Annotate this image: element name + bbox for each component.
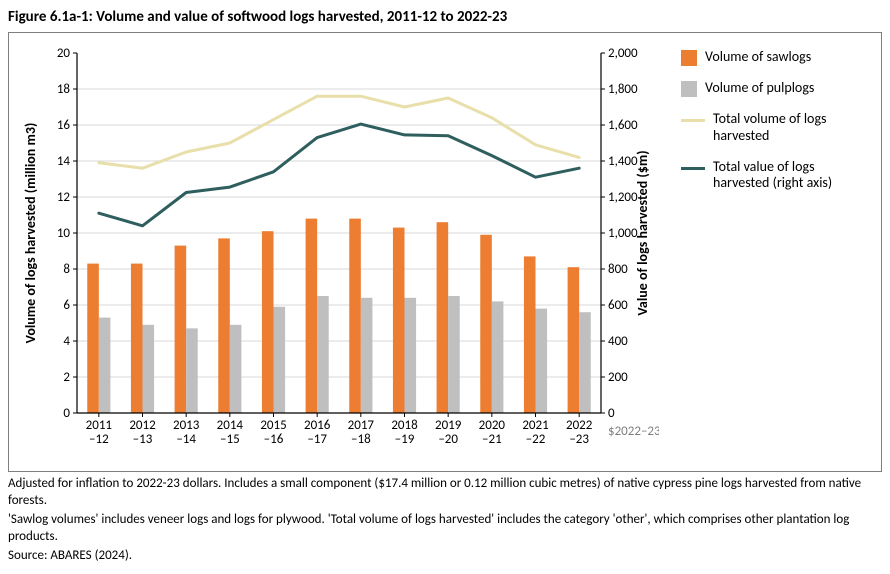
legend-label: Volume of sawlogs (705, 49, 811, 66)
svg-text:12: 12 (57, 190, 71, 205)
svg-text:–21: –21 (482, 432, 502, 447)
svg-text:–19: –19 (395, 432, 415, 447)
bar-pulplogs (99, 318, 111, 413)
legend-line-total-value (681, 167, 705, 170)
svg-text:2,000: 2,000 (608, 46, 638, 61)
figure-title: Figure 6.1a-1: Volume and value of softw… (8, 8, 882, 26)
bar-pulplogs (186, 328, 198, 413)
svg-text:2016: 2016 (304, 418, 331, 433)
legend-line-total-volume (681, 119, 705, 122)
svg-text:0: 0 (608, 406, 615, 421)
svg-text:20: 20 (57, 46, 71, 61)
bar-sawlogs (131, 264, 143, 413)
svg-text:Volume of logs harvested (mill: Volume of logs harvested (million m3) (22, 123, 39, 344)
bar-sawlogs (393, 228, 405, 413)
chart-container: 0246810121416182002004006008001,0001,200… (8, 32, 882, 472)
svg-text:–12: –12 (89, 432, 109, 447)
svg-text:–16: –16 (264, 432, 284, 447)
legend-swatch-sawlogs (681, 50, 697, 66)
svg-text:2022: 2022 (566, 418, 593, 433)
legend-label: Total value of logs harvested (right axi… (713, 159, 871, 193)
bar-sawlogs (480, 235, 492, 413)
bar-pulplogs (579, 312, 591, 413)
bar-sawlogs (262, 231, 274, 413)
svg-text:10: 10 (57, 226, 71, 241)
legend-label: Total volume of logs harvested (713, 111, 871, 145)
svg-text:–23: –23 (569, 432, 589, 447)
svg-text:18: 18 (57, 82, 71, 97)
svg-text:2013: 2013 (173, 418, 200, 433)
bar-sawlogs (175, 246, 187, 413)
bar-sawlogs (306, 219, 318, 413)
bar-sawlogs (568, 267, 580, 413)
legend-swatch-pulplogs (681, 81, 697, 97)
svg-text:–13: –13 (133, 432, 153, 447)
bar-sawlogs (349, 219, 361, 413)
svg-text:2015: 2015 (260, 418, 286, 433)
bar-pulplogs (361, 298, 373, 413)
svg-text:2018: 2018 (391, 418, 418, 433)
bar-sawlogs (437, 222, 449, 413)
svg-text:2011: 2011 (86, 418, 112, 433)
svg-text:2012: 2012 (129, 418, 156, 433)
chart-plot-area: 0246810121416182002004006008001,0001,200… (19, 43, 671, 465)
bar-pulplogs (448, 296, 460, 413)
svg-text:–20: –20 (438, 432, 458, 447)
svg-text:14: 14 (57, 154, 71, 169)
svg-text:–22: –22 (526, 432, 546, 447)
bar-sawlogs (87, 264, 99, 413)
svg-text:2: 2 (63, 370, 70, 385)
legend-item-total-volume: Total volume of logs harvested (681, 111, 871, 145)
svg-text:–18: –18 (351, 432, 371, 447)
svg-text:16: 16 (57, 118, 71, 133)
bar-pulplogs (536, 309, 548, 413)
svg-text:1,600: 1,600 (608, 118, 638, 133)
bar-pulplogs (274, 307, 286, 413)
footnote-line: 'Sawlog volumes' includes veneer logs an… (8, 512, 882, 546)
bar-pulplogs (230, 325, 242, 413)
svg-text:6: 6 (63, 298, 70, 313)
svg-text:$2022–23: $2022–23 (608, 424, 659, 439)
svg-text:–17: –17 (307, 432, 327, 447)
figure-footnotes: Adjusted for inflation to 2022-23 dollar… (8, 476, 882, 564)
svg-text:2019: 2019 (435, 418, 462, 433)
svg-text:2020: 2020 (479, 418, 506, 433)
line-total_value (99, 124, 579, 226)
svg-text:1,800: 1,800 (608, 82, 638, 97)
svg-text:8: 8 (63, 262, 70, 277)
svg-text:2021: 2021 (522, 418, 548, 433)
bar-sawlogs (524, 256, 536, 413)
bar-sawlogs (218, 238, 230, 413)
svg-text:Value of logs harvested ($m): Value of logs harvested ($m) (634, 150, 651, 315)
svg-text:4: 4 (63, 334, 70, 349)
legend-item-total-value: Total value of logs harvested (right axi… (681, 159, 871, 193)
svg-text:600: 600 (608, 298, 628, 313)
svg-text:400: 400 (608, 334, 628, 349)
bar-pulplogs (143, 325, 155, 413)
footnote-source: Source: ABARES (2024). (8, 548, 882, 565)
bar-pulplogs (492, 301, 504, 413)
bar-pulplogs (405, 298, 417, 413)
svg-text:0: 0 (63, 406, 70, 421)
svg-text:2014: 2014 (217, 418, 244, 433)
bar-pulplogs (317, 296, 329, 413)
svg-text:–15: –15 (220, 432, 240, 447)
footnote-line: Adjusted for inflation to 2022-23 dollar… (8, 476, 882, 510)
legend-item-sawlogs: Volume of sawlogs (681, 49, 871, 66)
chart-legend: Volume of sawlogs Volume of pulplogs Tot… (671, 43, 871, 465)
svg-text:–14: –14 (176, 432, 196, 447)
svg-text:2017: 2017 (348, 418, 375, 433)
svg-text:200: 200 (608, 370, 628, 385)
legend-label: Volume of pulplogs (705, 80, 814, 97)
svg-text:800: 800 (608, 262, 628, 277)
legend-item-pulplogs: Volume of pulplogs (681, 80, 871, 97)
